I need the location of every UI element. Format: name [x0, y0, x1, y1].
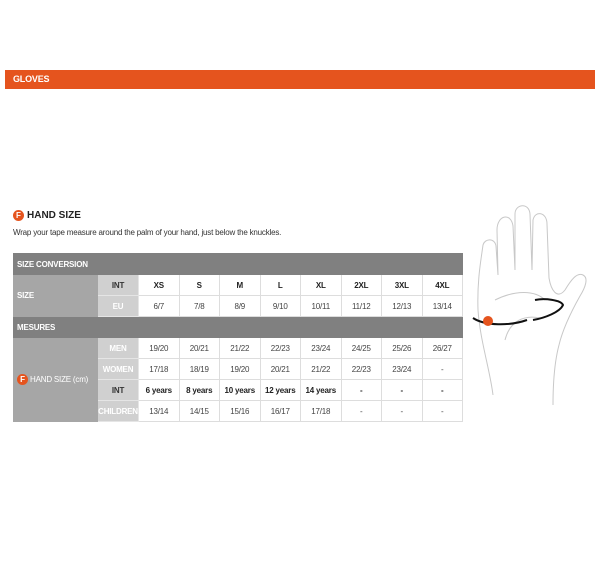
- women-cell: 18/19: [178, 358, 220, 380]
- sizes-cell: 2XL: [340, 274, 382, 296]
- men-cell: 21/22: [219, 337, 261, 359]
- eu-cell: 11/12: [340, 295, 382, 317]
- women-cell: 23/24: [381, 358, 423, 380]
- sizes-cell: XL: [300, 274, 342, 296]
- eu-cell: 8/9: [219, 295, 261, 317]
- hand-size-label: F HAND SIZE (cm): [13, 337, 98, 422]
- sizes-cell: 4XL: [421, 274, 463, 296]
- int-label: INT: [97, 274, 139, 296]
- measure-instruction: Wrap your tape measure around the palm o…: [13, 228, 282, 237]
- size-label: SIZE: [13, 274, 98, 317]
- men-cell: 19/20: [138, 337, 180, 359]
- children-label: CHILDREN: [97, 400, 139, 422]
- kids_int-cell: 14 years: [300, 379, 342, 401]
- men-cell: 26/27: [421, 337, 463, 359]
- children-cell: -: [340, 400, 382, 422]
- kids_int-cell: 12 years: [259, 379, 301, 401]
- men-cell: 20/21: [178, 337, 220, 359]
- sizes-cell: S: [178, 274, 220, 296]
- women-cell: 19/20: [219, 358, 261, 380]
- sizes-cell: 3XL: [381, 274, 423, 296]
- women-label: WOMEN: [97, 358, 139, 380]
- hand-measure-illustration: [472, 205, 587, 406]
- eu-cell: 7/8: [178, 295, 220, 317]
- kids_int-cell: -: [381, 379, 423, 401]
- sizes-cell: L: [259, 274, 301, 296]
- women-cell: 22/23: [340, 358, 382, 380]
- kids_int-cell: 6 years: [138, 379, 180, 401]
- kids_int-cell: 8 years: [178, 379, 220, 401]
- section-header-gloves: GLOVES: [5, 70, 595, 89]
- eu-label: EU: [97, 295, 139, 317]
- children-cell: 16/17: [259, 400, 301, 422]
- f-badge-icon: F: [13, 210, 24, 221]
- children-cell: -: [421, 400, 463, 422]
- men-cell: 25/26: [381, 337, 423, 359]
- eu-cell: 10/11: [300, 295, 342, 317]
- women-cell: -: [421, 358, 463, 380]
- size-conversion-header: SIZE CONVERSION: [13, 253, 463, 275]
- kids_int-cell: -: [421, 379, 463, 401]
- men-cell: 24/25: [340, 337, 382, 359]
- mesures-header: MESURES: [13, 316, 463, 338]
- men-cell: 22/23: [259, 337, 301, 359]
- children-cell: 15/16: [219, 400, 261, 422]
- eu-cell: 6/7: [138, 295, 180, 317]
- men-label: MEN: [97, 337, 139, 359]
- eu-cell: 9/10: [259, 295, 301, 317]
- sizes-cell: M: [219, 274, 261, 296]
- sizes-cell: XS: [138, 274, 180, 296]
- women-cell: 21/22: [300, 358, 342, 380]
- children-cell: 13/14: [138, 400, 180, 422]
- f-badge-icon: F: [17, 374, 28, 385]
- f-marker-icon: [483, 316, 493, 326]
- children-cell: 14/15: [178, 400, 220, 422]
- eu-cell: 12/13: [381, 295, 423, 317]
- children-cell: -: [381, 400, 423, 422]
- hand-size-heading: F HAND SIZE: [13, 210, 81, 221]
- size-table: SIZE CONVERSION SIZE INT XS S M L XL 2XL 3XL 4XL …: [13, 253, 463, 422]
- heading-text: HAND SIZE: [27, 210, 81, 221]
- kids-int-label: INT: [97, 379, 139, 401]
- kids_int-cell: -: [340, 379, 382, 401]
- women-cell: 17/18: [138, 358, 180, 380]
- eu-cell: 13/14: [421, 295, 463, 317]
- kids_int-cell: 10 years: [219, 379, 261, 401]
- women-cell: 20/21: [259, 358, 301, 380]
- children-cell: 17/18: [300, 400, 342, 422]
- men-cell: 23/24: [300, 337, 342, 359]
